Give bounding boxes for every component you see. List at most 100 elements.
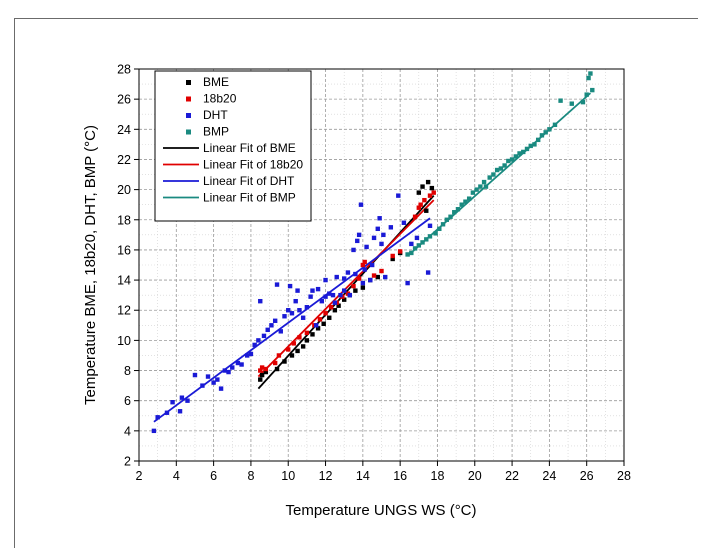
- data-point: [332, 308, 338, 313]
- y-tick-label: 2: [124, 455, 131, 469]
- data-point: [452, 210, 457, 215]
- data-point: [274, 282, 280, 287]
- data-point: [552, 122, 558, 127]
- y-tick-label: 6: [124, 394, 131, 408]
- y-tick-label: 10: [117, 334, 131, 348]
- data-point: [185, 398, 190, 403]
- data-point: [211, 380, 216, 385]
- data-point: [259, 372, 265, 378]
- data-point: [422, 197, 427, 203]
- data-point: [414, 235, 420, 241]
- data-point: [338, 292, 343, 298]
- data-point: [323, 294, 328, 299]
- data-point: [463, 199, 468, 204]
- fit-line-18b20: [257, 199, 435, 378]
- data-point: [315, 326, 321, 331]
- data-point: [427, 234, 433, 239]
- y-tick-label: 8: [124, 364, 131, 378]
- data-point: [360, 285, 366, 290]
- x-axis: 2 4 6 8 10 12 14 16 18 20 22 24 26 28: [136, 461, 631, 483]
- x-tick-label: 4: [173, 469, 180, 483]
- data-point: [353, 288, 358, 293]
- data-point: [345, 270, 351, 275]
- data-point: [388, 225, 394, 230]
- legend-label: BMP: [203, 125, 229, 139]
- data-point: [502, 163, 507, 168]
- data-point: [304, 305, 310, 310]
- legend-label: Linear Fit of DHT: [203, 174, 295, 188]
- data-point: [259, 365, 265, 370]
- data-point: [244, 353, 250, 358]
- data-point: [416, 190, 422, 195]
- chart-frame: 2 4 6 8 10 12 14 16 18 20 22 24 26 28 2 4 6 8 10 12 14 16 18 2…: [14, 18, 699, 549]
- data-point: [390, 253, 395, 259]
- data-point: [416, 205, 422, 210]
- data-point: [494, 167, 500, 173]
- data-point: [300, 344, 306, 349]
- scatter-chart: 2 4 6 8 10 12 14 16 18 20 22 24 26 28 246810121416182…: [15, 19, 699, 549]
- x-tick-label: 8: [247, 469, 254, 483]
- y-tick-label: 28: [117, 63, 131, 77]
- data-point: [327, 315, 332, 320]
- data-point: [274, 366, 280, 372]
- data-point: [351, 283, 356, 289]
- data-point: [390, 256, 395, 262]
- data-point: [327, 291, 332, 296]
- data-point: [261, 333, 267, 339]
- legend-label: Linear Fit of 18b20: [203, 158, 303, 172]
- data-point: [459, 202, 464, 207]
- data-point: [401, 220, 407, 225]
- data-point: [353, 271, 358, 277]
- data-point: [547, 127, 552, 132]
- data-point: [155, 415, 160, 420]
- data-point: [362, 267, 367, 272]
- data-point: [295, 288, 300, 293]
- data-point: [470, 190, 476, 195]
- data-point: [323, 311, 328, 316]
- data-point: [513, 154, 519, 159]
- data-point: [425, 179, 431, 185]
- data-point: [379, 241, 384, 247]
- data-point: [466, 196, 472, 201]
- data-point: [369, 262, 375, 268]
- data-point: [543, 130, 548, 135]
- x-tick-label: 20: [468, 469, 482, 483]
- data-point: [586, 75, 591, 81]
- data-point: [341, 288, 347, 293]
- data-point: [590, 87, 595, 93]
- data-point: [304, 330, 310, 336]
- x-tick-label: 18: [431, 469, 445, 483]
- data-point: [215, 377, 220, 382]
- y-tick-label: 24: [117, 123, 131, 137]
- data-point: [230, 365, 235, 370]
- legend-label: BME: [203, 75, 229, 89]
- y-tick-label: 22: [117, 153, 131, 167]
- data-point: [383, 274, 388, 280]
- data-point: [179, 395, 185, 400]
- data-point: [282, 314, 287, 319]
- data-point: [360, 280, 366, 286]
- data-point: [272, 318, 278, 323]
- data-point: [455, 207, 461, 212]
- data-point: [295, 348, 300, 354]
- data-point: [558, 98, 563, 103]
- data-point: [205, 374, 211, 379]
- y-tick-label: 4: [124, 424, 131, 438]
- data-point: [381, 232, 386, 238]
- data-point: [341, 297, 347, 302]
- data-point: [164, 410, 170, 415]
- data-point: [371, 273, 377, 278]
- legend-box: [154, 70, 312, 222]
- data-point: [409, 241, 414, 247]
- data-point: [300, 315, 306, 320]
- data-point: [239, 362, 244, 367]
- plot-area: [138, 68, 625, 462]
- data-point: [291, 341, 297, 346]
- data-point: [478, 184, 483, 189]
- data-point: [218, 386, 224, 391]
- legend-marker: [186, 113, 191, 118]
- data-point: [293, 298, 298, 304]
- x-axis-title: Temperature UNGS WS (°C): [285, 502, 476, 519]
- data-point: [263, 366, 269, 372]
